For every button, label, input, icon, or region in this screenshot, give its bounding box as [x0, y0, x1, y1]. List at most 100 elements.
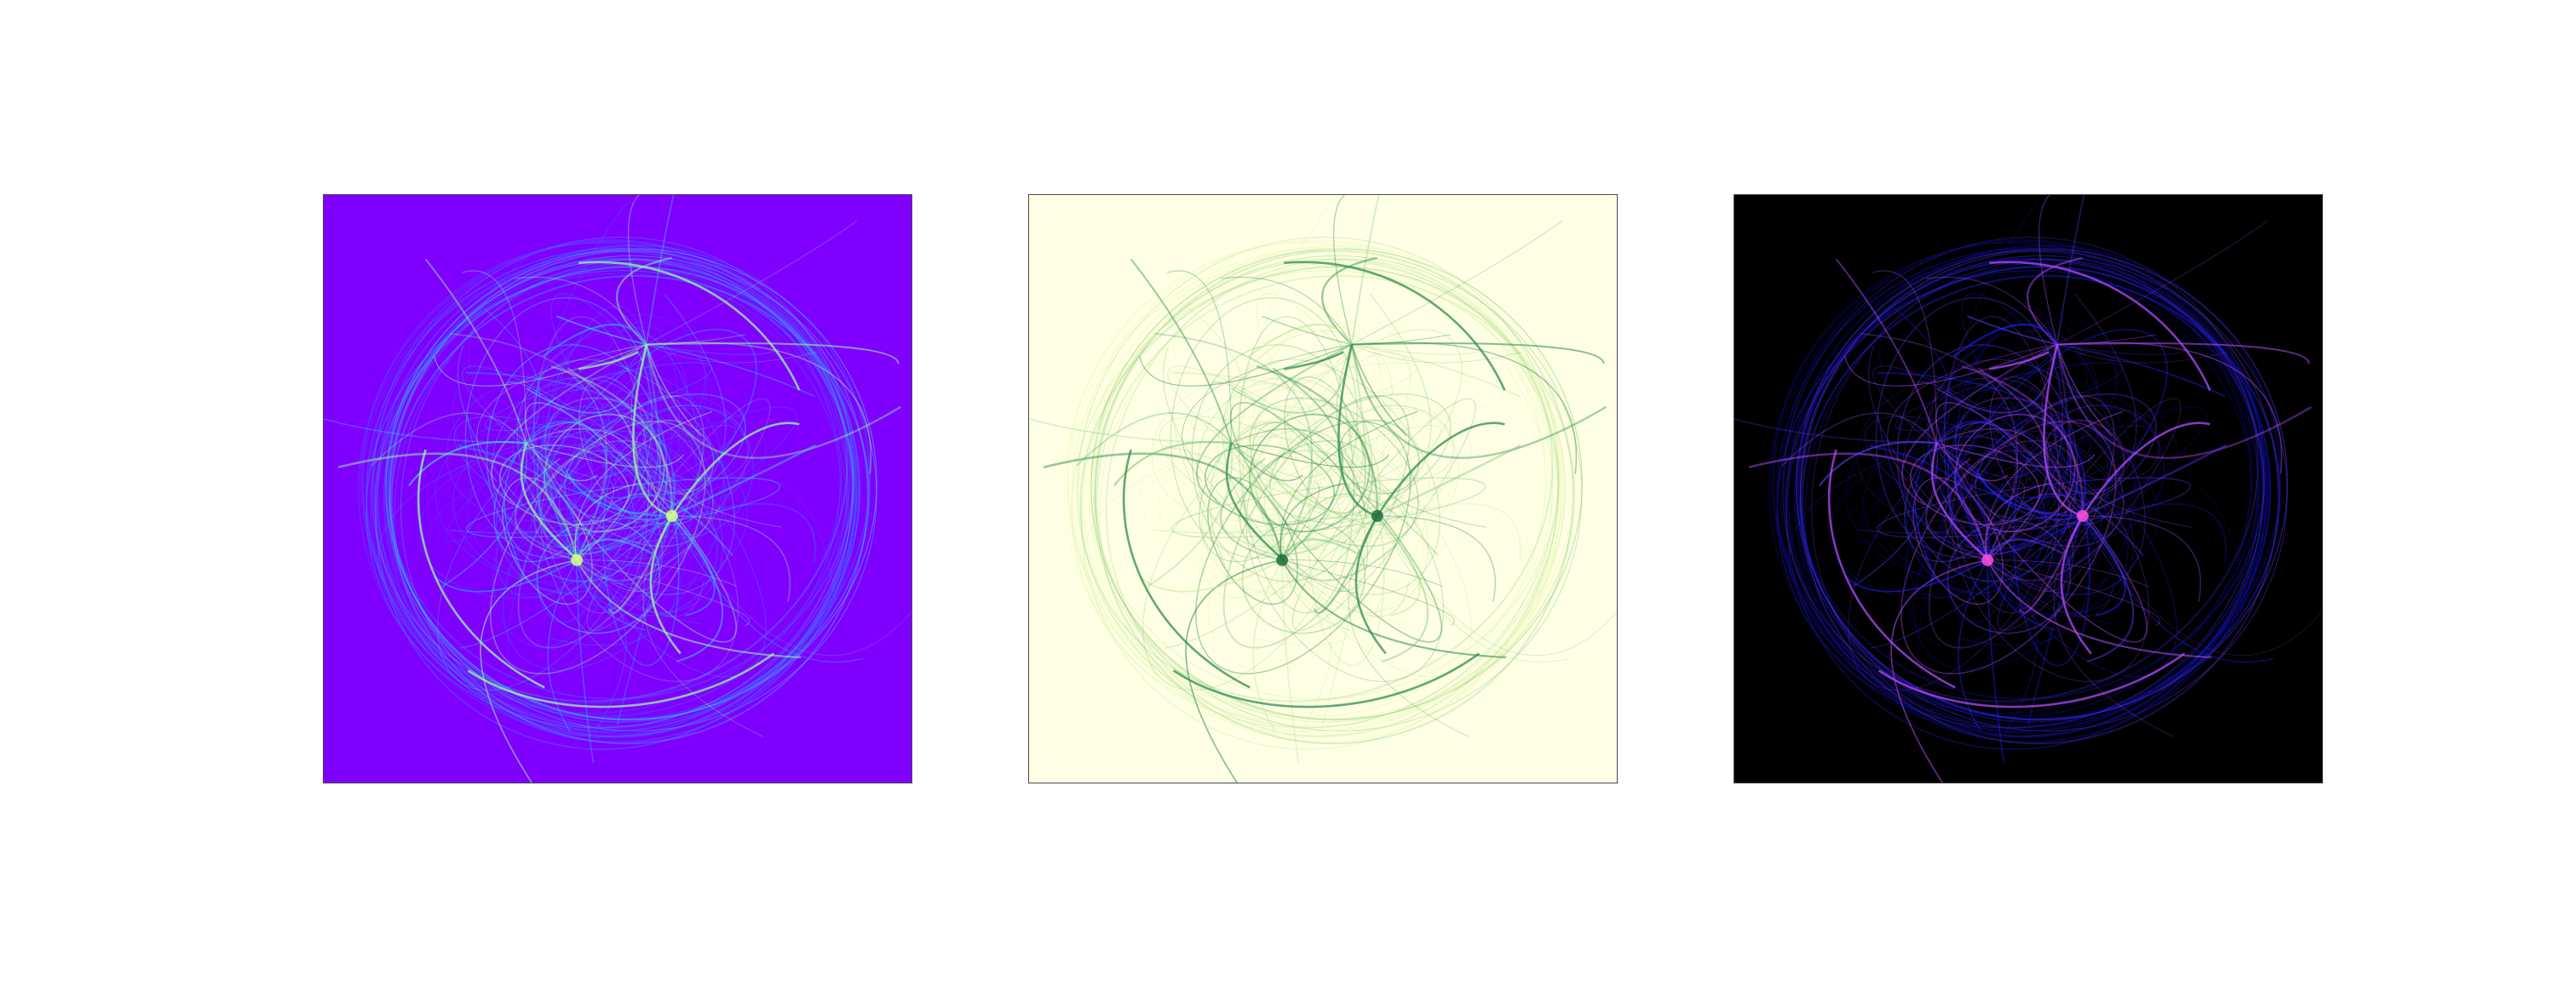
- attractor-curve: [1173, 255, 1234, 444]
- attractor-curve: [1961, 365, 2084, 516]
- attractor-curve: [1878, 255, 1940, 444]
- attractor-curve: [365, 270, 854, 729]
- attractor-curve: [1321, 515, 1378, 726]
- attractor-curve: [540, 450, 739, 682]
- attractor-curve: [1231, 442, 1389, 468]
- attractor-curve: [577, 408, 767, 513]
- attractor-curve: [1196, 376, 1364, 548]
- attractor-curve: [1868, 345, 1988, 561]
- attractor-curve: [1959, 402, 2053, 535]
- attractor-curve: [371, 412, 526, 467]
- attractor-curve: [448, 515, 672, 534]
- attractor-curve: [2056, 344, 2073, 469]
- attractor-curve: [531, 444, 658, 609]
- attractor-curve: [578, 261, 801, 391]
- attractor-curve: [1172, 447, 1383, 588]
- attractor-curve: [1796, 248, 2288, 720]
- attractor-curve: [1195, 343, 1353, 506]
- attractor-curve: [1350, 344, 1367, 469]
- attractor-curve: [1281, 493, 1439, 561]
- attractor-curve: [517, 394, 705, 649]
- attractor-curve: [449, 332, 607, 561]
- attractor-curve: [1236, 444, 1363, 609]
- attractor-curve: [2053, 515, 2175, 737]
- attractor-curve: [362, 263, 847, 727]
- attractor-curve: [1337, 344, 1378, 518]
- attractor-curve: [671, 444, 816, 518]
- attractor-curve: [1975, 469, 2083, 518]
- attractor-curve: [419, 447, 646, 600]
- attractor-curve: [1170, 371, 1381, 517]
- attractor-focal-point: [1276, 554, 1289, 566]
- attractor-curve: [649, 515, 681, 655]
- attractor-curve: [520, 330, 687, 485]
- attractor-image-yellow-green: [1029, 195, 1617, 783]
- attractor-curve: [1377, 515, 1429, 663]
- attractor-curve: [1270, 469, 1377, 518]
- attractor-curve: [572, 431, 659, 503]
- attractor-curve: [1377, 515, 1497, 602]
- attractor-curve: [533, 341, 668, 566]
- attractor-curve: [1377, 444, 1521, 518]
- attractor-curve: [1229, 402, 1443, 643]
- attractor-curve: [2082, 515, 2126, 617]
- attractor-curve: [1343, 515, 1406, 625]
- attractor-curve: [1351, 344, 1407, 437]
- attractor-curve: [1835, 258, 1938, 444]
- attractor-curve: [670, 422, 800, 517]
- attractor-curve: [2081, 422, 2211, 517]
- attractor-curve: [1976, 469, 2129, 617]
- attractor-curve: [1935, 421, 2013, 444]
- attractor-curve: [1225, 330, 1393, 485]
- attractor-curve: [2013, 339, 2073, 593]
- attractor-curve: [1958, 559, 1988, 731]
- attractor-curve: [1207, 477, 1298, 605]
- attractor-curve: [1987, 559, 2005, 764]
- attractor-curve: [532, 316, 649, 614]
- attractor-curve: [1230, 442, 1406, 525]
- attractor-curve: [1278, 431, 1365, 503]
- attractor-curve: [566, 367, 639, 561]
- attractor-curve: [1284, 261, 1506, 391]
- attractor-curve: [1935, 442, 2111, 525]
- attractor-curve: [1983, 431, 2070, 503]
- attractor-curve: [627, 195, 647, 345]
- attractor-curve: [1830, 447, 2056, 600]
- attractor-curve: [525, 421, 602, 444]
- attractor-curve: [1332, 195, 1353, 345]
- attractor-curve: [1075, 240, 1564, 729]
- attractor-curve: [515, 457, 578, 561]
- attractor-curve: [1281, 559, 1410, 617]
- attractor-curve: [516, 359, 735, 595]
- attractor-curve: [1351, 343, 1485, 356]
- attractor-curve: [566, 469, 718, 617]
- attractor-curve: [1782, 237, 2264, 728]
- attractor-curve: [1844, 343, 2058, 387]
- attractor-curve: [1954, 413, 2076, 533]
- attractor-curve: [664, 294, 727, 517]
- attractor-curve: [434, 343, 647, 387]
- attractor-curve: [1787, 250, 2267, 743]
- attractor-curve: [671, 515, 791, 602]
- attractor-curve: [1935, 442, 2102, 499]
- attractor-curve: [377, 250, 856, 743]
- attractor-curve: [576, 559, 704, 617]
- attractor-curve: [1863, 419, 2159, 599]
- attractor-curve: [468, 255, 529, 444]
- attractor-curve: [543, 397, 714, 548]
- attractor-curve: [1238, 344, 1284, 561]
- attractor-curve: [2056, 334, 2156, 345]
- attractor-curve: [1987, 559, 2038, 734]
- attractor-curve: [467, 652, 775, 708]
- attractor-curve: [1804, 262, 2258, 737]
- attractor-curve: [1900, 421, 2117, 674]
- attractor-curve: [1912, 429, 2136, 671]
- attractor-curve: [1201, 404, 1359, 598]
- attractor-curve: [1988, 351, 2050, 370]
- attractor-curve: [642, 515, 764, 737]
- attractor-curve: [1877, 477, 2192, 538]
- attractor-curve: [1254, 402, 1348, 535]
- attractor-curve: [467, 415, 578, 561]
- attractor-curve: [526, 433, 647, 478]
- attractor-curve: [1801, 275, 2281, 721]
